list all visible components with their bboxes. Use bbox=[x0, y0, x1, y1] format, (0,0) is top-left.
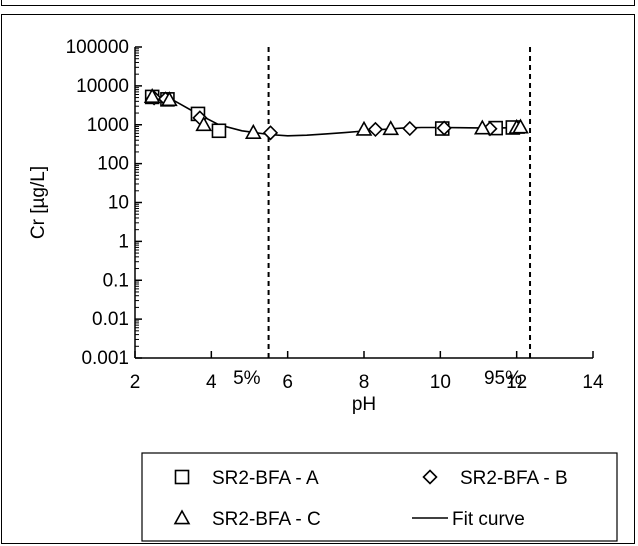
y-tick-label: 0.1 bbox=[103, 270, 129, 291]
data-point-diamond bbox=[367, 121, 384, 138]
y-tick-label: 100000 bbox=[66, 37, 129, 58]
data-point-triangle bbox=[473, 119, 491, 135]
legend: SR2-BFA - A SR2-BFA - B SR2-BFA - C Fit cur… bbox=[141, 452, 618, 542]
data-point-triangle bbox=[244, 123, 262, 139]
x-tick-label: 12 bbox=[506, 372, 527, 393]
legend-label: SR2-BFA - C bbox=[212, 509, 321, 530]
axes bbox=[134, 47, 593, 359]
y-tick-label: 10 bbox=[108, 193, 129, 214]
x-tick-label: 8 bbox=[359, 372, 370, 393]
data-point-triangle bbox=[195, 116, 213, 132]
data-point-triangle bbox=[143, 87, 161, 103]
y-tick-label: 100 bbox=[97, 154, 129, 175]
y-tick-label: 1000 bbox=[87, 115, 129, 136]
x-axis-title: pH bbox=[352, 394, 376, 415]
data-point-triangle bbox=[382, 120, 400, 136]
y-axis-title: Cr [µg/L] bbox=[28, 166, 49, 239]
data-point-square bbox=[211, 123, 227, 139]
x-tick-label: 2 bbox=[130, 372, 141, 393]
x-tick-label: 4 bbox=[206, 372, 217, 393]
legend-swatch-square bbox=[174, 469, 190, 485]
reference-lines: 5% 95% bbox=[233, 47, 532, 389]
data-point-diamond bbox=[262, 125, 279, 141]
x-tick-label: 10 bbox=[430, 372, 451, 393]
x-tick-label: 14 bbox=[582, 372, 604, 393]
legend-swatch-diamond bbox=[422, 469, 438, 485]
y-tick-label: 0.001 bbox=[81, 348, 129, 369]
legend-label: SR2-BFA - B bbox=[460, 468, 568, 489]
reference-line-label: 95% bbox=[484, 368, 522, 389]
legend-swatch-triangle bbox=[173, 509, 191, 525]
figure-top-frame bbox=[1, 0, 635, 6]
y-tick-label: 1 bbox=[118, 231, 129, 252]
data-point-triangle bbox=[355, 120, 373, 136]
figure-frame bbox=[1, 14, 635, 544]
y-tick-label: 10000 bbox=[76, 76, 129, 97]
data-point-triangle bbox=[160, 91, 178, 107]
ticks: 0.001 0.01 0.1 1 10 100 1000 10000 100000 2 4 6 8 10 1… bbox=[66, 37, 604, 393]
y-tick-label: 0.01 bbox=[92, 309, 129, 330]
data-point-diamond bbox=[402, 120, 418, 137]
data-point-diamond bbox=[436, 120, 452, 136]
legend-label: SR2-BFA - A bbox=[212, 468, 319, 489]
legend-box bbox=[141, 452, 618, 542]
x-tick-label: 6 bbox=[282, 372, 293, 393]
legend-label: Fit curve bbox=[452, 509, 525, 530]
data-points bbox=[143, 87, 529, 141]
reference-line-label: 5% bbox=[233, 368, 261, 389]
data-point-triangle bbox=[512, 118, 529, 134]
